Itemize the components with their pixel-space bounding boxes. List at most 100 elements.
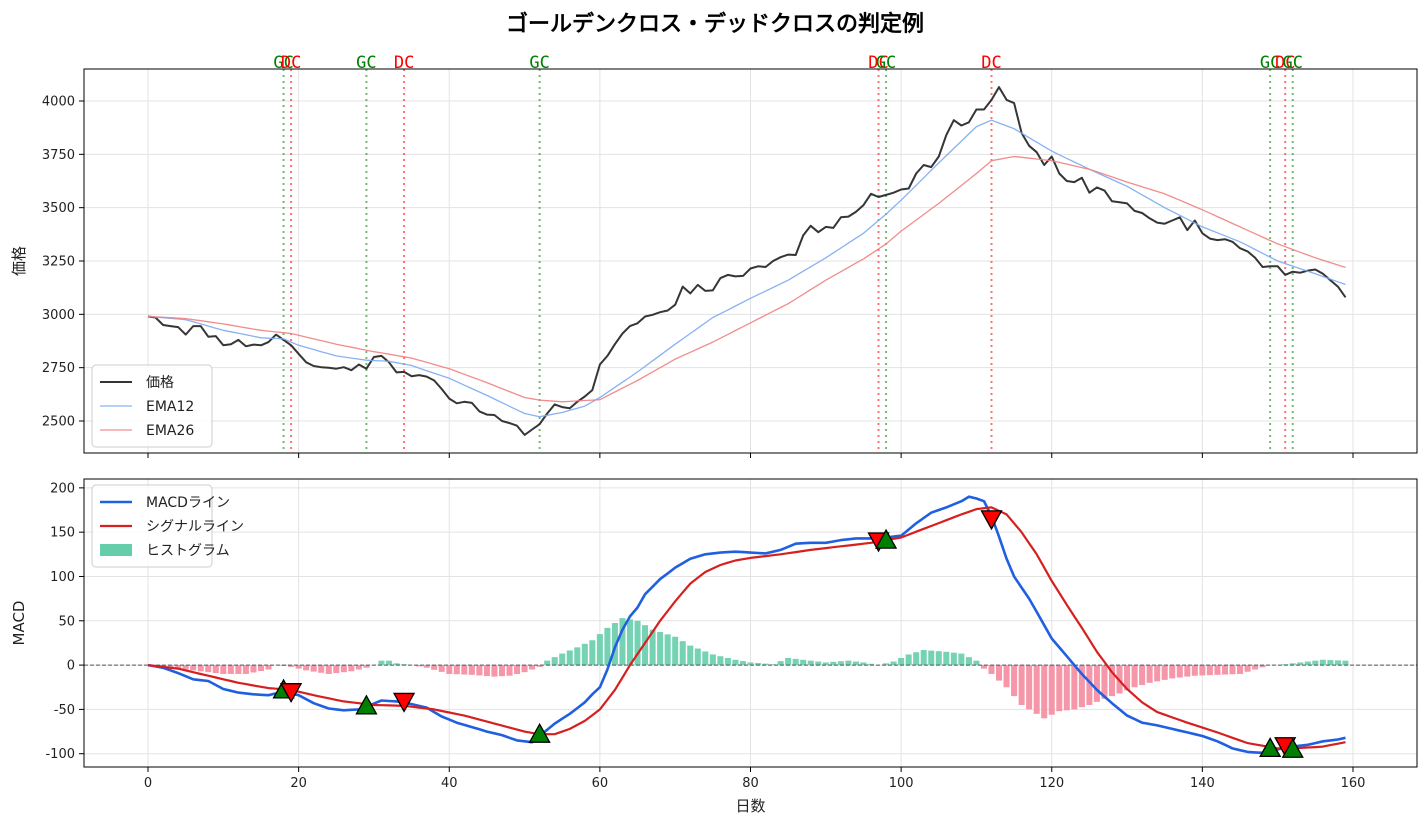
histogram-bar xyxy=(220,665,227,674)
histogram-bar xyxy=(800,659,807,666)
x-tick-label: 120 xyxy=(1039,776,1064,791)
x-tick-label: 80 xyxy=(742,776,759,791)
cross-label-dc: DC xyxy=(868,53,888,73)
histogram-bar xyxy=(965,657,972,666)
y-tick-label: 4000 xyxy=(42,95,75,110)
histogram-bar xyxy=(657,632,664,666)
cross-label-gc: GC xyxy=(273,53,293,73)
histogram-bar xyxy=(498,665,505,677)
histogram-bar xyxy=(197,665,204,672)
histogram-bar xyxy=(589,640,596,666)
cross-label-dc: DC xyxy=(394,53,414,73)
histogram-bar xyxy=(702,651,709,666)
histogram-bar xyxy=(1139,665,1146,686)
x-tick-label: 0 xyxy=(144,776,152,791)
histogram-bar xyxy=(438,665,445,672)
plot-area xyxy=(147,69,1347,453)
histogram-bar xyxy=(295,665,302,669)
histogram-bar xyxy=(1078,665,1085,708)
histogram-bar xyxy=(1176,665,1183,678)
histogram-bar xyxy=(175,665,182,669)
histogram-bar xyxy=(167,665,174,668)
histogram-bar xyxy=(1244,665,1251,672)
y-tick-label: -100 xyxy=(45,747,75,762)
x-axis-label: 日数 xyxy=(735,797,765,815)
histogram-bar xyxy=(559,653,566,666)
histogram-bar xyxy=(1252,665,1259,670)
y-tick-label: 2500 xyxy=(42,415,75,430)
histogram-bar xyxy=(521,665,528,673)
histogram-bar xyxy=(491,665,498,677)
cross-marker-gc xyxy=(528,722,551,743)
histogram-bar xyxy=(815,661,822,666)
histogram-bar xyxy=(649,629,656,666)
histogram-bar xyxy=(1304,661,1311,666)
histogram-bar xyxy=(1334,660,1341,666)
cross-label-dc: DC xyxy=(981,53,1001,73)
y-tick-label: 3750 xyxy=(42,148,75,163)
histogram-bar xyxy=(943,651,950,666)
histogram-bar xyxy=(551,657,558,666)
series-line-1 xyxy=(147,495,1346,755)
histogram-bar xyxy=(574,647,581,666)
y-tick-label: 150 xyxy=(50,526,75,541)
histogram-bar xyxy=(830,661,837,666)
y-tick-label: 2750 xyxy=(42,361,75,376)
histogram-bar xyxy=(1056,665,1063,712)
y-tick-label: 100 xyxy=(50,570,75,585)
histogram-bar xyxy=(1221,665,1228,675)
histogram-bar xyxy=(1259,665,1266,668)
histogram-bar xyxy=(905,654,912,666)
histogram-bar xyxy=(762,663,769,666)
histogram-bar xyxy=(182,665,189,670)
histogram-bar xyxy=(679,641,686,666)
histogram-bar xyxy=(1206,665,1213,676)
histogram-bar xyxy=(604,627,611,666)
histogram-bar xyxy=(257,665,264,671)
histogram-bar xyxy=(355,665,362,670)
histogram-bar xyxy=(1131,665,1138,688)
histogram-bar xyxy=(664,634,671,666)
histogram-bar xyxy=(867,663,875,666)
x-tick-label: 20 xyxy=(290,776,307,791)
histogram-bar xyxy=(288,665,295,667)
cross-marker-dc xyxy=(980,510,1003,531)
histogram-bar xyxy=(385,660,393,666)
histogram-bar xyxy=(227,665,234,674)
macd-panel: 0 20 40 60 80 100 120 140 160 -100 -50 0 50 100 150 200… xyxy=(10,478,1418,815)
legend-label: EMA12 xyxy=(146,399,194,415)
histogram-bar xyxy=(890,661,897,666)
histogram-bar xyxy=(950,652,957,666)
histogram-bar xyxy=(883,663,890,666)
y-axis-label: 価格 xyxy=(10,246,28,276)
histogram-bar xyxy=(913,652,920,666)
cross-marker-gc xyxy=(355,694,378,715)
histogram-bar xyxy=(672,636,679,666)
histogram-bar xyxy=(1289,663,1296,666)
histogram-bar xyxy=(1161,665,1168,680)
chart-title: ゴールデンクロス・デッドクロスの判定例 xyxy=(506,11,924,37)
histogram-bar xyxy=(1237,665,1244,674)
y-tick-label: 3250 xyxy=(42,255,75,270)
histogram-bar xyxy=(732,659,739,666)
cross-marker-gc xyxy=(874,528,898,549)
legend-label: MACDライン xyxy=(146,495,230,511)
histogram-bar xyxy=(860,662,867,666)
cross-label-gc: GC xyxy=(356,53,376,73)
histogram-bar xyxy=(514,665,521,674)
histogram-bar xyxy=(980,665,987,669)
histogram-bar xyxy=(1018,665,1025,705)
histogram-bar xyxy=(536,665,543,667)
x-tick-label: 40 xyxy=(441,776,458,791)
histogram-bar xyxy=(747,662,754,666)
cross-label-gc: GC xyxy=(1260,53,1280,73)
histogram-bar xyxy=(453,665,460,675)
histogram-bar xyxy=(235,665,242,674)
histogram-bar xyxy=(310,665,317,672)
histogram-bar xyxy=(1063,665,1070,711)
histogram-bar xyxy=(958,653,965,666)
histogram-bar xyxy=(318,665,325,673)
y-tick-label: 0 xyxy=(67,659,75,674)
histogram-bar xyxy=(566,650,573,666)
